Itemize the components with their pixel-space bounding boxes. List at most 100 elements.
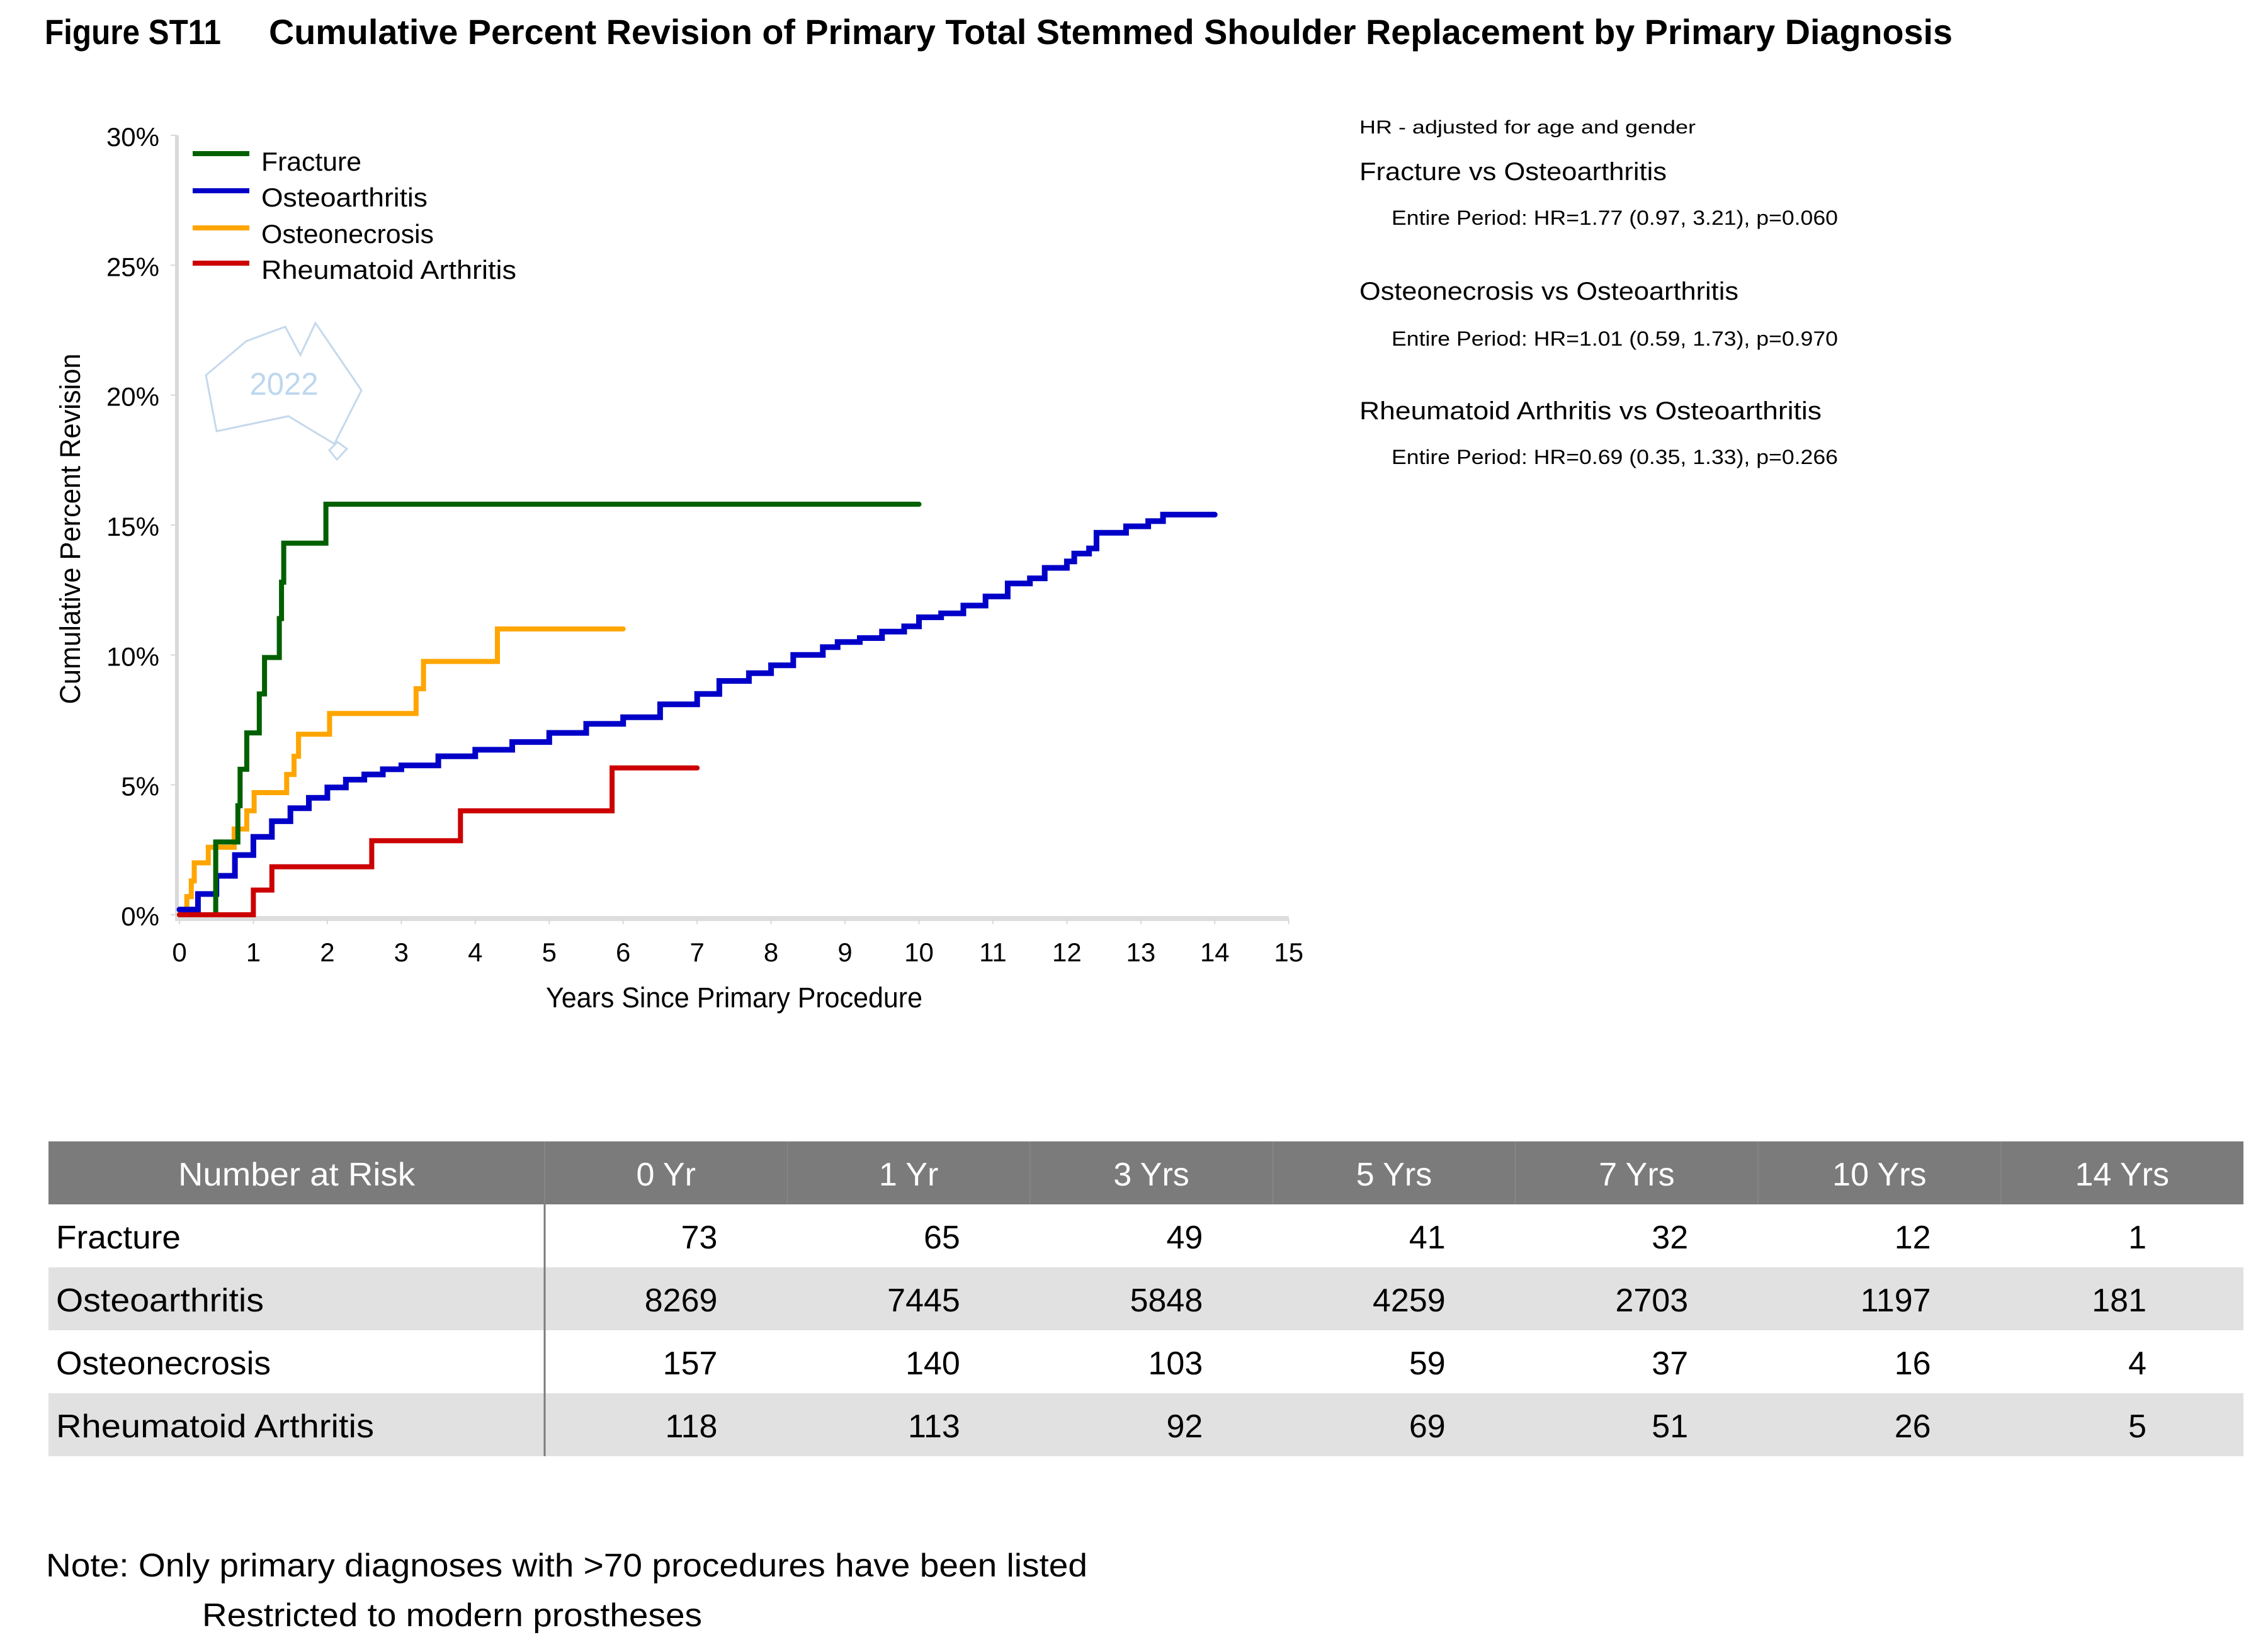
table-cell-value: 65 (924, 1219, 960, 1256)
table-column-header: 5 Yrs (1356, 1157, 1432, 1193)
x-tick-label: 15 (1274, 937, 1303, 967)
notes: Note: Only primary diagnoses with >70 pr… (46, 1547, 1087, 1634)
x-tick-label: 4 (468, 937, 482, 967)
x-tick-label: 0 (172, 937, 186, 967)
table-cell-value: 32 (1652, 1219, 1688, 1256)
note-line: Restricted to modern prostheses (202, 1597, 702, 1634)
table-column-header: 7 Yrs (1599, 1157, 1674, 1193)
table-cell-value: 51 (1652, 1408, 1688, 1445)
table-cell-value: 37 (1652, 1345, 1688, 1382)
table-column-header: 14 Yrs (2075, 1157, 2169, 1193)
table-column-header: 0 Yr (636, 1157, 695, 1193)
y-tick-label: 30% (106, 122, 159, 152)
x-tick-label: 11 (979, 937, 1007, 967)
legend-label-fracture: Fracture (261, 147, 361, 176)
series-line-osteonecrosis (177, 626, 626, 917)
series-line-fracture (177, 501, 922, 917)
table-column-header: 10 Yrs (1832, 1157, 1926, 1193)
table-cell-value: 5 (2128, 1408, 2146, 1445)
table-header-label: Number at Risk (178, 1157, 416, 1193)
table-header-row (48, 1141, 2243, 1204)
x-tick-label: 1 (246, 937, 261, 967)
table-cell-value: 12 (1895, 1219, 1931, 1256)
figure-label: Figure ST11 (45, 12, 221, 52)
number-at-risk-table: Number at Risk 0 Yr 1 Yr 3 Yrs 5 Yrs 7 Yrs 10 … (48, 1141, 2243, 1456)
x-axis-title: Years Since Primary Procedure (546, 982, 922, 1014)
table-cell-value: 103 (1148, 1345, 1203, 1382)
legend-item-osteonecrosis[interactable]: Osteonecrosis (193, 219, 434, 249)
plot-area: 0%5%10%15%20%25%30% 0 1 2 3 4 5 6 7 8 9 10 11 12 13 14… (54, 122, 1303, 1014)
table-cell-value: 69 (1409, 1408, 1446, 1445)
y-axis-ticks: 0% 5% 10% 15% 20% 25% 30% (106, 122, 177, 931)
y-tick-label: 5% (121, 772, 159, 801)
hr-comparison-result: Entire Period: HR=0.69 (0.35, 1.33), p=0… (1392, 446, 1838, 468)
table-column-header: 1 Yr (879, 1157, 938, 1193)
watermark-year: 2022 (250, 366, 319, 402)
table-cell-value: 113 (908, 1408, 960, 1445)
series-line-osteoarthritis (176, 511, 1218, 913)
note-line: Note: Only primary diagnoses with >70 pr… (46, 1547, 1087, 1584)
x-tick-label: 2 (320, 937, 334, 967)
table-cell-value: 181 (2092, 1282, 2146, 1319)
table-row: Rheumatoid Arthritis 118 113 92 69 51 26 5 (48, 1393, 2243, 1456)
hazard-ratio-panel: HR - adjusted for age and gender Fractur… (1359, 117, 1838, 468)
table-row-label: Osteonecrosis (56, 1345, 271, 1382)
y-tick-label: 20% (106, 382, 159, 412)
legend-item-osteoarthritis[interactable]: Osteoarthritis (193, 183, 428, 212)
y-tick-label: 0% (121, 902, 159, 931)
table-cell-value: 2703 (1615, 1282, 1688, 1319)
australia-outline-icon (205, 320, 363, 446)
hr-adjustment-note: HR - adjusted for age and gender (1359, 117, 1696, 138)
tasmania-outline-icon (327, 441, 349, 461)
legend-item-rheumatoid-arthritis[interactable]: Rheumatoid Arthritis (193, 255, 516, 285)
table-row-label: Rheumatoid Arthritis (56, 1408, 374, 1445)
table-cell-value: 41 (1409, 1219, 1446, 1256)
table-row-background (48, 1267, 2243, 1330)
table-cell-value: 59 (1409, 1345, 1446, 1382)
x-tick-label: 10 (904, 937, 934, 967)
table-row-background (48, 1204, 2243, 1267)
table-cell-value: 1 (2128, 1219, 2146, 1256)
table-cell-value: 26 (1895, 1408, 1931, 1445)
table-cell-value: 92 (1166, 1408, 1203, 1445)
x-tick-label: 12 (1052, 937, 1082, 967)
table-row: Osteonecrosis 157 140 103 59 37 16 4 (48, 1330, 2243, 1393)
watermark-australia-logo: 2022 (205, 320, 363, 461)
x-tick-label: 6 (616, 937, 630, 967)
y-tick-label: 25% (106, 252, 159, 281)
table-cell-value: 73 (681, 1219, 718, 1256)
hr-comparison-title: Rheumatoid Arthritis vs Osteoarthritis (1359, 397, 1822, 425)
hr-comparison-result: Entire Period: HR=1.01 (0.59, 1.73), p=0… (1392, 327, 1838, 350)
figure-title: Cumulative Percent Revision of Primary T… (269, 12, 1953, 52)
y-tick-label: 15% (106, 512, 159, 541)
table-cell-value: 16 (1895, 1345, 1931, 1382)
y-axis-title: Cumulative Percent Revision (54, 354, 86, 704)
table-cell-value: 1197 (1861, 1282, 1931, 1319)
hr-comparison-title: Osteonecrosis vs Osteoarthritis (1359, 278, 1738, 305)
table-row-label: Osteoarthritis (56, 1282, 264, 1319)
legend-label-rheumatoid-arthritis: Rheumatoid Arthritis (261, 255, 516, 285)
table-cell-value: 140 (905, 1345, 960, 1382)
table-cell-value: 5848 (1130, 1282, 1203, 1319)
legend: Fracture Osteoarthritis Osteonecrosis Rh… (193, 147, 516, 285)
table-column-header: 3 Yrs (1113, 1157, 1189, 1193)
table-row: Fracture 73 65 49 41 32 12 1 (48, 1204, 2243, 1267)
legend-label-osteonecrosis: Osteonecrosis (261, 219, 434, 249)
x-axis-ticks: 0 1 2 3 4 5 6 7 8 9 10 11 12 13 14 15 (172, 919, 1303, 967)
x-tick-label: 8 (764, 937, 778, 967)
legend-item-fracture[interactable]: Fracture (193, 147, 361, 176)
series-line-rheumatoid-arthritis (177, 765, 700, 917)
table-cell-value: 4 (2128, 1345, 2146, 1382)
legend-label-osteoarthritis: Osteoarthritis (261, 183, 428, 212)
table-cell-value: 49 (1166, 1219, 1203, 1256)
table-cell-value: 8269 (645, 1282, 718, 1319)
x-tick-label: 3 (394, 937, 409, 967)
x-tick-label: 5 (542, 937, 557, 967)
table-row-background (48, 1330, 2243, 1393)
hr-comparison-result: Entire Period: HR=1.77 (0.97, 3.21), p=0… (1392, 206, 1838, 229)
x-tick-label: 14 (1200, 937, 1230, 967)
table-cell-value: 4259 (1373, 1282, 1446, 1319)
table-cell-value: 7445 (887, 1282, 960, 1319)
hr-comparison-title: Fracture vs Osteoarthritis (1359, 158, 1667, 186)
